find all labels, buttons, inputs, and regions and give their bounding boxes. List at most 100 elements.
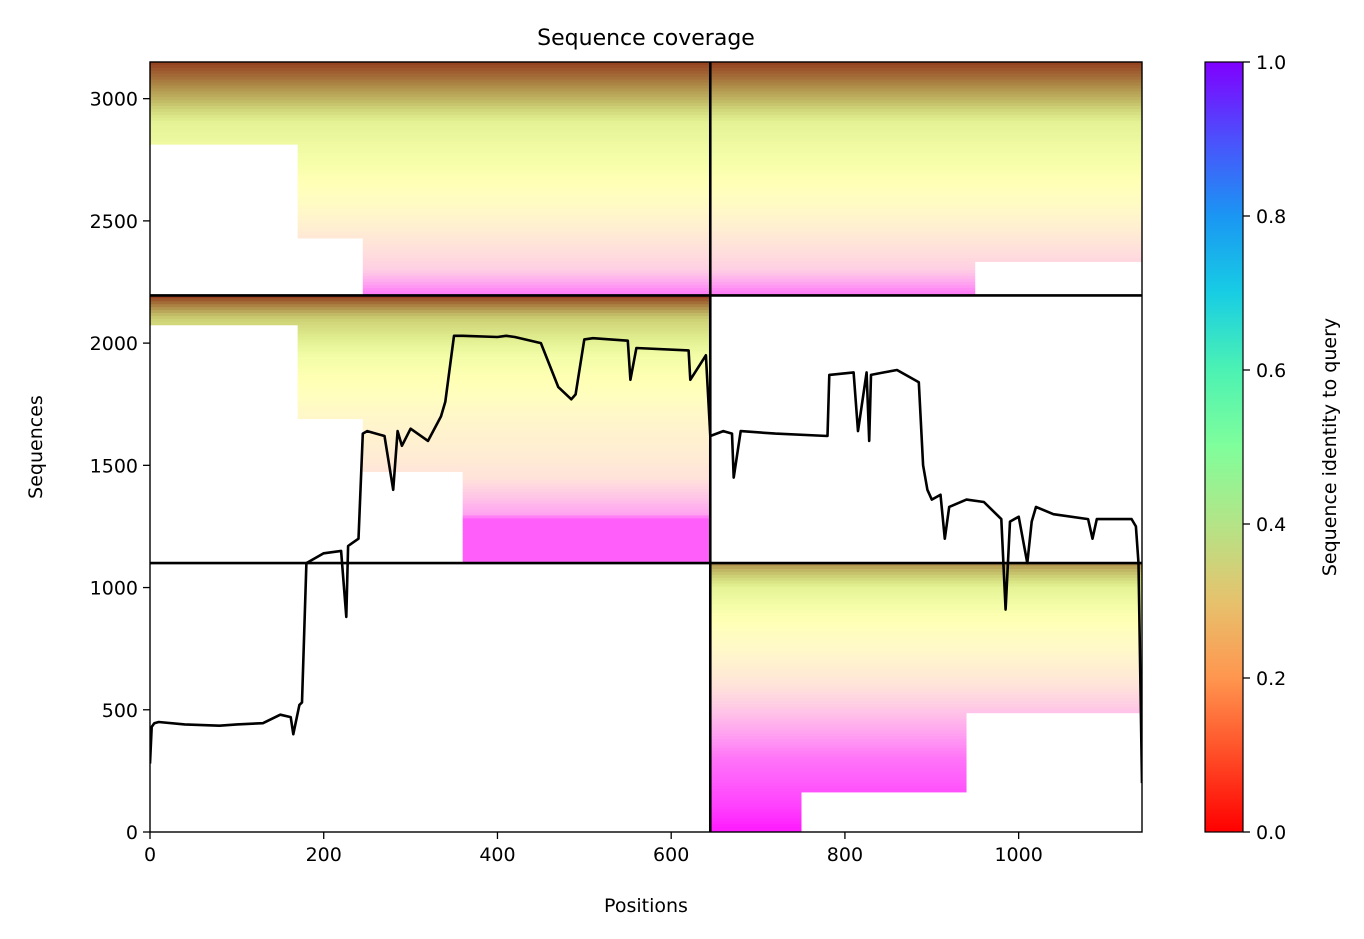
heatmap-strip bbox=[362, 427, 711, 431]
heatmap-strip bbox=[462, 486, 711, 490]
heatmap-strip bbox=[150, 120, 1142, 125]
heatmap-strip bbox=[710, 674, 1142, 679]
heatmap-strip bbox=[462, 497, 711, 502]
heatmap-strip bbox=[710, 827, 802, 831]
heatmap-strip bbox=[710, 589, 1142, 593]
heatmap-strip bbox=[150, 94, 1142, 98]
heatmap-strip bbox=[462, 538, 711, 543]
heatmap-strip bbox=[297, 226, 1142, 230]
heatmap-strip bbox=[150, 79, 1142, 84]
heatmap-strip bbox=[462, 524, 711, 528]
heatmap-strip bbox=[297, 191, 1142, 195]
heatmap-strip bbox=[297, 211, 1142, 216]
heatmap-strip bbox=[150, 132, 1142, 136]
colorbar-ticks: 0.0 0.2 0.4 0.6 0.8 1.0 bbox=[1243, 52, 1286, 844]
colorbar-tick-label: 0.6 bbox=[1256, 360, 1286, 382]
heatmap-strip bbox=[710, 739, 967, 743]
heatmap-strip bbox=[710, 753, 967, 758]
heatmap-strip bbox=[362, 459, 711, 464]
x-tick-label: 1000 bbox=[994, 844, 1042, 866]
heatmap-strip bbox=[710, 806, 802, 811]
heatmap-strip bbox=[710, 636, 1142, 640]
heatmap-strip bbox=[297, 371, 711, 376]
heatmap-strip bbox=[362, 255, 1142, 260]
heatmap-strip bbox=[297, 401, 711, 405]
heatmap-strip bbox=[150, 106, 1142, 110]
heatmap-strip bbox=[362, 238, 1142, 242]
heatmap-strip bbox=[297, 229, 1142, 233]
heatmap-strip bbox=[462, 506, 711, 511]
heatmap-strip bbox=[462, 518, 711, 522]
heatmap-strip bbox=[710, 733, 967, 737]
x-tick-label: 800 bbox=[827, 844, 863, 866]
heatmap-strip bbox=[362, 421, 711, 426]
heatmap-strip bbox=[362, 290, 976, 295]
heatmap-strip bbox=[362, 456, 711, 461]
heatmap-strip bbox=[710, 583, 1142, 588]
x-tick-label: 400 bbox=[479, 844, 515, 866]
heatmap-strip bbox=[710, 791, 802, 796]
heatmap-strip bbox=[150, 85, 1142, 89]
heatmap-strip bbox=[710, 700, 1142, 705]
heatmap-strip bbox=[150, 301, 711, 305]
heatmap-strip bbox=[462, 559, 711, 563]
heatmap-strip bbox=[150, 64, 1142, 69]
heatmap-strip bbox=[297, 173, 1142, 177]
heatmap-strip bbox=[710, 680, 1142, 684]
coverage-heatmap bbox=[150, 62, 1142, 832]
heatmap-strip bbox=[710, 750, 967, 755]
heatmap-strip bbox=[710, 662, 1142, 667]
heatmap-strip bbox=[297, 147, 1142, 151]
heatmap-strip bbox=[150, 123, 1142, 128]
heatmap-strip bbox=[297, 330, 711, 335]
heatmap-strip bbox=[710, 604, 1142, 608]
heatmap-strip bbox=[150, 295, 711, 299]
heatmap-strip bbox=[710, 721, 967, 725]
heatmap-strip bbox=[150, 108, 1142, 113]
heatmap-strip bbox=[710, 651, 1142, 655]
heatmap-strip bbox=[150, 315, 711, 320]
y-tick-label: 2500 bbox=[90, 211, 138, 233]
x-axis-ticks: 0 200 400 600 800 1000 bbox=[144, 832, 1043, 866]
heatmap-strip bbox=[362, 465, 711, 470]
heatmap-strip bbox=[297, 380, 711, 384]
y-tick-label: 500 bbox=[102, 700, 138, 722]
heatmap-strip bbox=[462, 527, 711, 531]
heatmap-strip bbox=[362, 442, 711, 446]
heatmap-strip bbox=[362, 433, 711, 437]
heatmap-strip bbox=[462, 503, 711, 508]
plot-area bbox=[150, 62, 1142, 832]
colorbar: 0.0 0.2 0.4 0.6 0.8 1.0 Sequence identity to … bbox=[1204, 52, 1341, 844]
heatmap-strip bbox=[297, 398, 711, 402]
heatmap-strip bbox=[297, 327, 711, 332]
y-tick-label: 1000 bbox=[90, 578, 138, 600]
colorbar-label: Sequence identity to query bbox=[1319, 318, 1341, 576]
heatmap-strip bbox=[150, 138, 1142, 142]
heatmap-strip bbox=[297, 167, 1142, 172]
heatmap-strip bbox=[362, 287, 976, 292]
x-tick-label: 200 bbox=[306, 844, 342, 866]
colorbar-tick-label: 0.8 bbox=[1256, 206, 1286, 228]
heatmap-strip bbox=[462, 547, 711, 552]
heatmap-strip bbox=[297, 232, 1142, 236]
heatmap-strip bbox=[462, 521, 711, 525]
heatmap-strip bbox=[362, 284, 976, 289]
heatmap-strip bbox=[462, 500, 711, 505]
heatmap-strip bbox=[297, 208, 1142, 213]
heatmap-strip bbox=[297, 392, 711, 396]
heatmap-strip bbox=[710, 568, 1142, 573]
heatmap-strip bbox=[462, 509, 711, 514]
heatmap-strip bbox=[710, 645, 1142, 649]
heatmap-strip bbox=[150, 114, 1142, 119]
heatmap-strip bbox=[710, 627, 1142, 632]
heatmap-strip bbox=[462, 483, 711, 487]
heatmap-strip bbox=[150, 141, 1142, 145]
heatmap-strip bbox=[710, 783, 967, 787]
heatmap-strip bbox=[362, 462, 711, 467]
heatmap-strip bbox=[362, 279, 976, 283]
heatmap-strip bbox=[462, 491, 711, 496]
heatmap-strip bbox=[297, 336, 711, 340]
heatmap-strip bbox=[462, 489, 711, 493]
heatmap-strip bbox=[710, 610, 1142, 614]
